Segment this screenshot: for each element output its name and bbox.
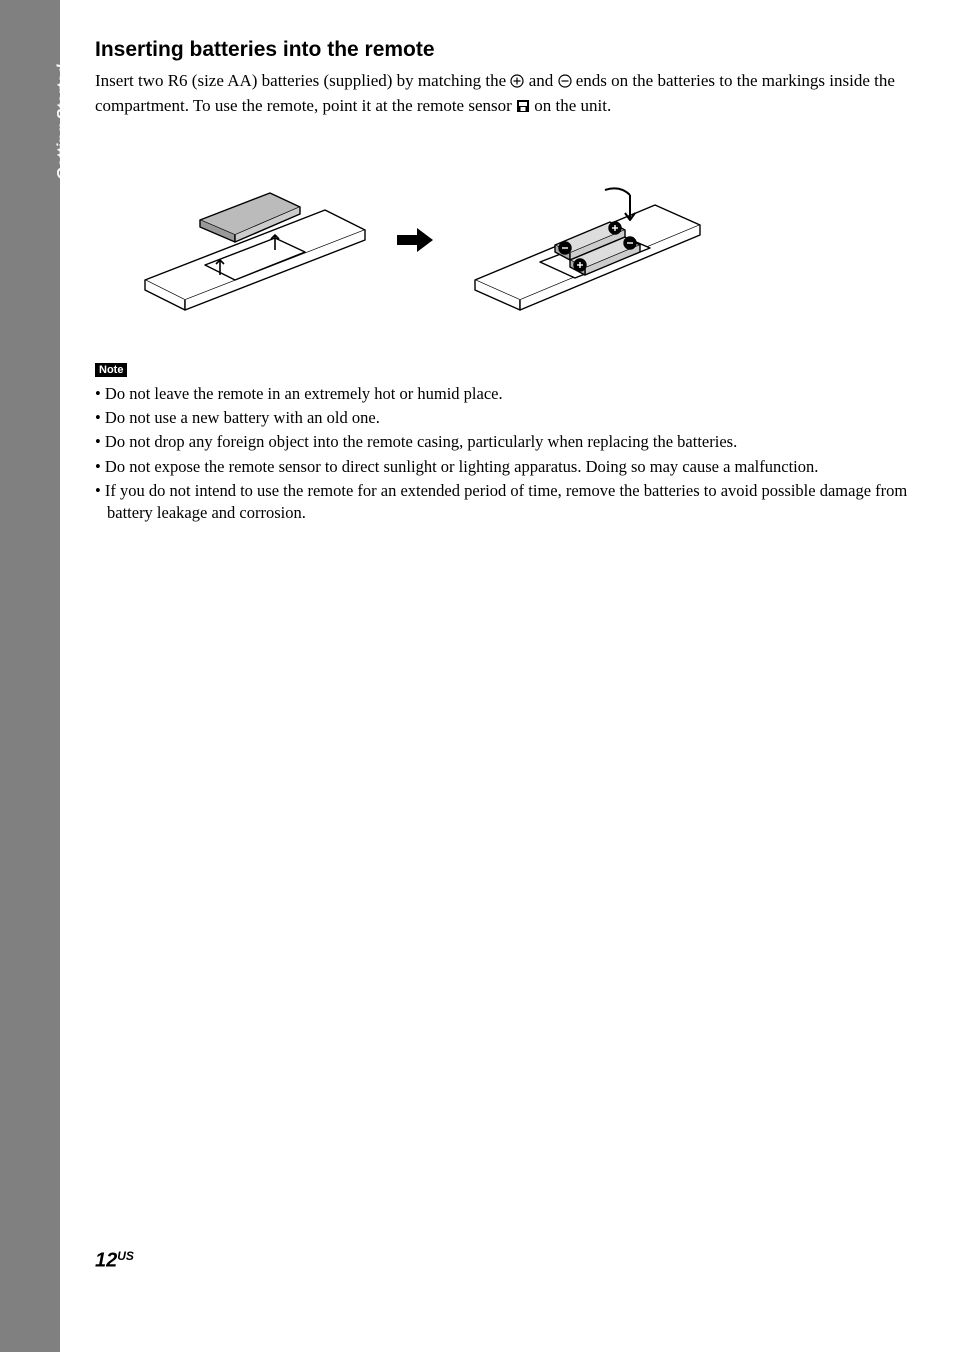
note-badge: Note [95,363,127,377]
note-bullet-item: Do not drop any foreign object into the … [95,431,930,453]
section-heading: Inserting batteries into the remote [95,38,930,62]
intro-paragraph: Insert two R6 (size AA) batteries (suppl… [95,70,930,120]
note-bullet-item: Do not use a new battery with an old one… [95,407,930,429]
intro-text-1: Insert two R6 (size AA) batteries (suppl… [95,71,510,90]
page-num-value: 12 [95,1249,117,1271]
note-bullet-list: Do not leave the remote in an extremely … [95,383,930,525]
remote-step1-illustration [125,150,375,330]
intro-text-2: and [529,71,558,90]
remote-step2-illustration [455,150,715,330]
step-arrow-icon [395,225,435,255]
minus-circle-icon [558,72,572,95]
remote-sensor-icon [516,97,530,120]
side-margin-bar [0,0,60,1352]
intro-text-4: on the unit. [534,96,611,115]
plus-circle-icon [510,72,524,95]
page-content: Inserting batteries into the remote Inse… [95,38,930,526]
note-bullet-item: If you do not intend to use the remote f… [95,480,930,525]
battery-illustration-row [125,150,930,330]
page-region-code: US [117,1249,134,1263]
side-section-label: Getting Started [55,64,73,180]
note-bullet-item: Do not expose the remote sensor to direc… [95,456,930,478]
note-bullet-item: Do not leave the remote in an extremely … [95,383,930,405]
page-number: 12US [95,1249,134,1272]
note-section: Note Do not leave the remote in an extre… [95,360,930,525]
